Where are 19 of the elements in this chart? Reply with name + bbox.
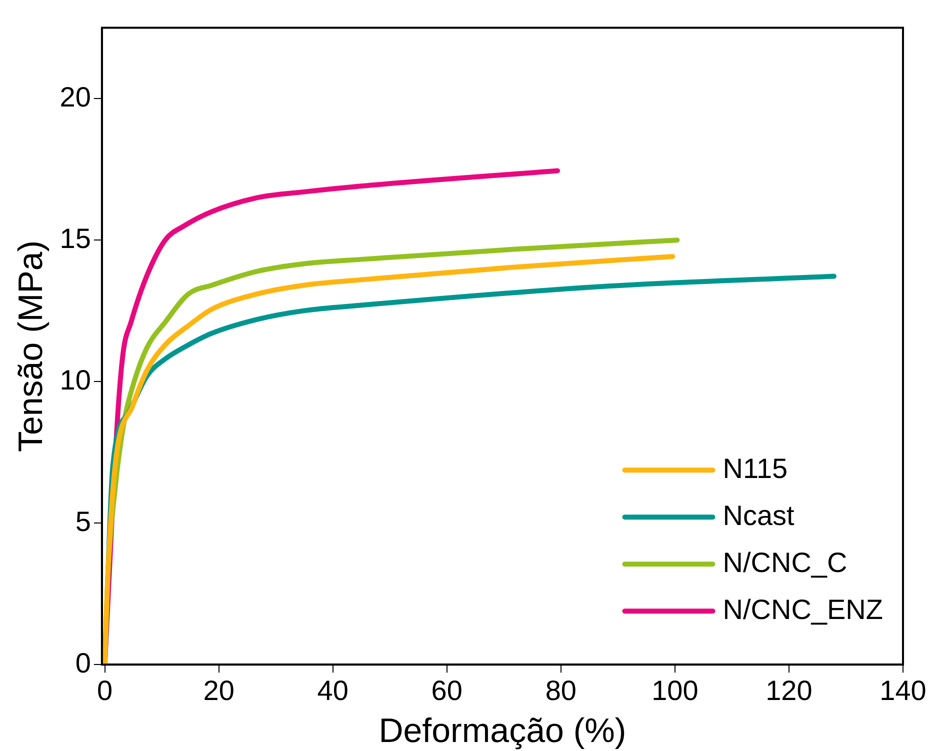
y-tick-label: 0	[75, 647, 91, 678]
x-tick-label: 140	[880, 675, 926, 706]
x-tick-label: 0	[97, 675, 113, 706]
x-axis-title: Deformação (%)	[378, 712, 626, 750]
x-tick-label: 80	[545, 675, 576, 706]
legend-label: N/CNC_ENZ	[722, 594, 883, 625]
y-tick-label: 5	[75, 506, 91, 537]
y-tick-label: 20	[60, 81, 91, 112]
x-tick-label: 20	[203, 675, 234, 706]
x-tick-label: 120	[766, 675, 812, 706]
x-tick-label: 60	[431, 675, 462, 706]
x-tick-label: 100	[652, 675, 698, 706]
y-tick-label: 15	[60, 222, 91, 254]
y-tick-label: 10	[60, 364, 91, 396]
legend-label: Ncast	[722, 500, 795, 531]
legend-label: N115	[722, 452, 788, 484]
y-axis-title: Tensão (MPa)	[12, 240, 50, 452]
x-tick-label: 40	[317, 675, 348, 706]
legend-label: N/CNC_C	[722, 546, 848, 578]
